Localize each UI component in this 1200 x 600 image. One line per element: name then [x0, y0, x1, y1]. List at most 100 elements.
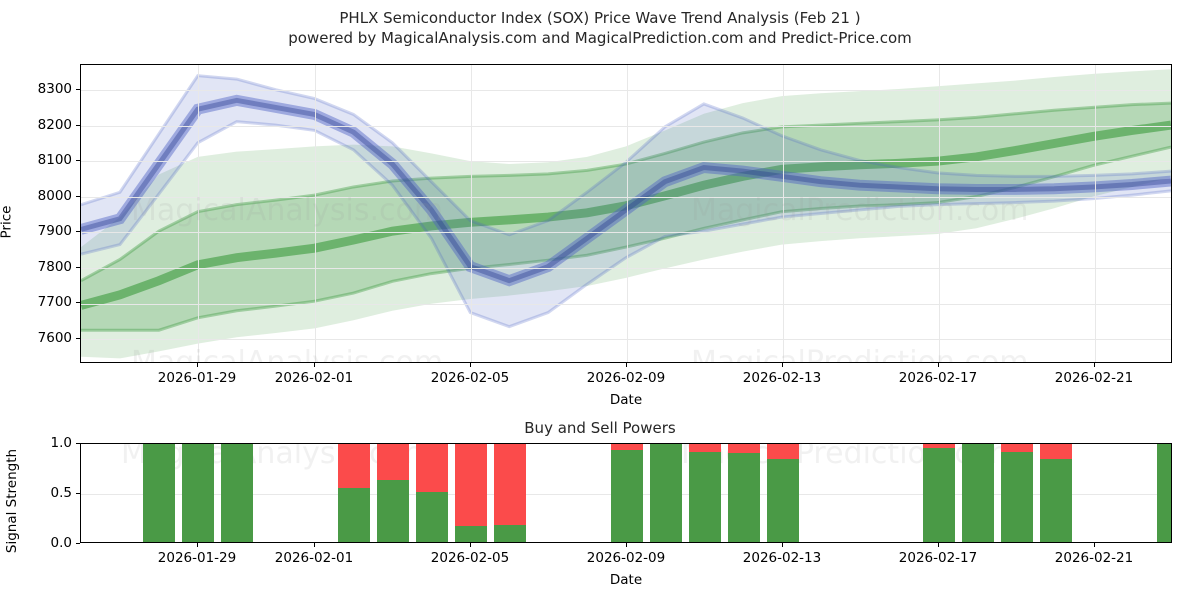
buy-power-segment	[1040, 459, 1072, 542]
main-x-tick-mark	[197, 363, 198, 367]
lower-x-tick-mark	[938, 543, 939, 547]
green-outer-band	[81, 69, 1171, 359]
buy-power-segment	[728, 453, 760, 542]
gridline-horizontal	[81, 161, 1171, 163]
lower-x-tick-label: 2026-02-09	[586, 550, 666, 566]
signal-bar[interactable]	[689, 444, 721, 542]
signal-bar[interactable]	[923, 444, 955, 542]
sell-power-segment	[377, 444, 409, 480]
title-line-2: powered by MagicalAnalysis.com and Magic…	[288, 29, 912, 47]
main-y-tick-mark	[76, 266, 80, 268]
main-y-tick-label: 7800	[37, 258, 72, 275]
main-x-tick-mark	[1094, 363, 1095, 367]
lower-x-tick-label: 2026-01-29	[157, 550, 237, 566]
buy-power-segment	[182, 444, 214, 542]
blue-outer-band	[81, 75, 1171, 327]
chart-title: PHLX Semiconductor Index (SOX) Price Wav…	[0, 8, 1200, 48]
gridline-horizontal	[81, 267, 1171, 269]
lower-y-tick-mark	[76, 493, 80, 494]
main-y-tick-mark	[76, 88, 80, 90]
sell-power-segment	[494, 444, 526, 525]
sell-power-segment	[455, 444, 487, 526]
signal-bar[interactable]	[416, 444, 448, 542]
lower-y-tick-label: 0.5	[50, 485, 72, 501]
signal-bar[interactable]	[494, 444, 526, 542]
green-wave-center-line	[81, 120, 1171, 310]
gridline-vertical	[198, 65, 199, 362]
main-y-tick-label: 8200	[37, 116, 72, 133]
signal-bar[interactable]	[767, 444, 799, 542]
signal-bar[interactable]	[182, 444, 214, 542]
blue-wave-center-line	[81, 97, 1171, 284]
sell-power-segment	[416, 444, 448, 492]
buy-power-segment	[338, 488, 370, 542]
signal-bar[interactable]	[728, 444, 760, 542]
gridline-vertical	[1095, 65, 1096, 362]
buy-power-segment	[221, 444, 253, 542]
lower-y-tick-label: 0.0	[50, 535, 72, 551]
price-wave-bands	[81, 69, 1171, 359]
lower-x-tick-mark	[1094, 543, 1095, 547]
main-x-tick-label: 2026-02-21	[1054, 370, 1134, 386]
main-y-tick-label: 8300	[37, 80, 72, 97]
lower-x-tick-label: 2026-02-01	[274, 550, 354, 566]
title-line-1: PHLX Semiconductor Index (SOX) Price Wav…	[339, 9, 861, 27]
buy-power-segment	[767, 459, 799, 542]
signal-bar[interactable]	[1157, 444, 1171, 542]
signal-bar[interactable]	[962, 444, 994, 542]
gridline-vertical	[315, 65, 316, 362]
lower-x-tick-mark	[470, 543, 471, 547]
lower-y-tick-label: 1.0	[50, 435, 72, 451]
lower-x-tick-label: 2026-02-13	[742, 550, 822, 566]
main-y-tick-label: 8000	[37, 187, 72, 204]
main-y-tick-mark	[76, 195, 80, 197]
signal-bar[interactable]	[1040, 444, 1072, 542]
signal-bar[interactable]	[1001, 444, 1033, 542]
signal-bar[interactable]	[650, 444, 682, 542]
lower-y-axis-label: Signal Strength	[4, 448, 21, 554]
main-y-tick-mark	[76, 231, 80, 233]
main-y-tick-mark	[76, 338, 80, 340]
gridline-horizontal	[81, 196, 1171, 198]
main-y-tick-mark	[76, 124, 80, 126]
sell-power-segment	[728, 444, 760, 453]
gridline-vertical	[939, 65, 940, 362]
main-x-tick-label: 2026-02-05	[430, 370, 510, 386]
gridline-horizontal	[81, 339, 1171, 341]
signal-bar[interactable]	[221, 444, 253, 542]
gridline-horizontal	[81, 89, 1171, 91]
lower-x-tick-mark	[782, 543, 783, 547]
gridline-horizontal	[81, 125, 1171, 127]
main-x-tick-mark	[938, 363, 939, 367]
buy-power-segment	[143, 444, 175, 542]
signal-bar[interactable]	[338, 444, 370, 542]
signal-bar[interactable]	[611, 444, 643, 542]
lower-y-tick-mark	[76, 443, 80, 444]
sell-power-segment	[338, 444, 370, 488]
sell-power-segment	[689, 444, 721, 452]
signal-bar[interactable]	[143, 444, 175, 542]
signal-bar[interactable]	[455, 444, 487, 542]
lower-chart-title: Buy and Sell Powers	[524, 419, 676, 437]
buy-power-segment	[611, 450, 643, 542]
lower-x-axis-label: Date	[609, 572, 643, 588]
lower-x-tick-label: 2026-02-05	[430, 550, 510, 566]
sell-power-segment	[767, 444, 799, 459]
main-x-tick-mark	[626, 363, 627, 367]
main-x-tick-label: 2026-01-29	[157, 370, 237, 386]
sell-power-segment	[1001, 444, 1033, 452]
main-y-tick-label: 8100	[37, 152, 72, 169]
main-x-tick-label: 2026-02-09	[586, 370, 666, 386]
green-wave-lower-line	[81, 145, 1171, 332]
buy-power-segment	[650, 444, 682, 542]
gridline-horizontal	[81, 303, 1171, 305]
buy-power-segment	[455, 526, 487, 542]
signal-bar[interactable]	[377, 444, 409, 542]
lower-x-tick-label: 2026-02-21	[1054, 550, 1134, 566]
buy-power-segment	[416, 492, 448, 542]
main-x-tick-mark	[782, 363, 783, 367]
main-x-tick-mark	[314, 363, 315, 367]
main-y-axis-label: Price	[0, 205, 15, 239]
buy-power-segment	[494, 525, 526, 542]
